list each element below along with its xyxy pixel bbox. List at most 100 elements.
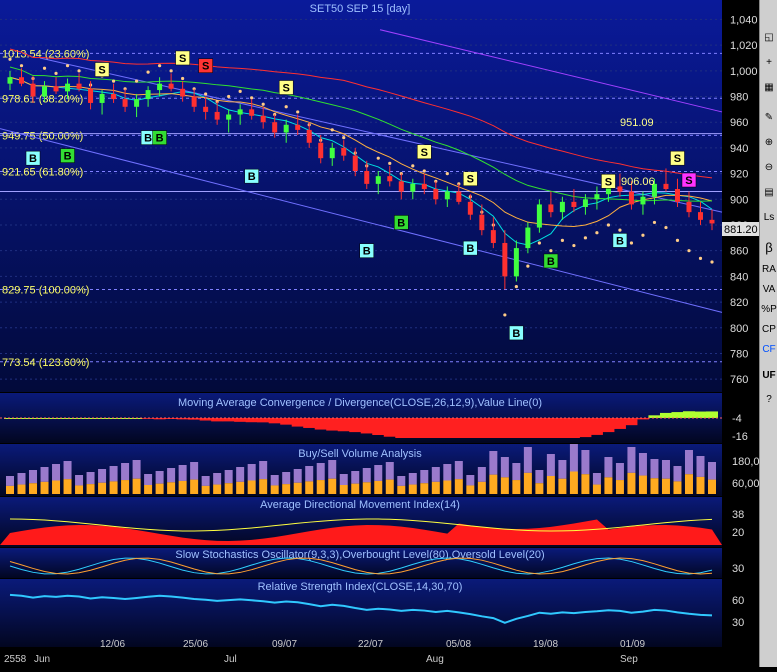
candle-body [65, 83, 71, 92]
toolbar-cf[interactable]: CF [762, 344, 776, 355]
sar-dot [514, 285, 518, 289]
candle-body [364, 171, 370, 184]
signal-label: S [685, 175, 692, 187]
volume-buy [63, 461, 72, 480]
signal-label: B [466, 243, 474, 255]
toolbar-zoom-icon[interactable]: ◱ [764, 32, 774, 43]
volume-buy [523, 447, 532, 473]
adx-tick-0: 38 [732, 509, 744, 521]
toolbar-va[interactable]: VA [762, 284, 776, 295]
toolbar-beta[interactable]: β [765, 240, 773, 255]
candle-body [157, 83, 163, 91]
fib-levels: 1013.54 (23.60%)978.61 (38.20%)949.75 (5… [0, 48, 722, 369]
signal-box [463, 240, 478, 256]
toolbar-bars-icon[interactable]: ▦ [764, 82, 774, 93]
volume-buy [40, 467, 49, 482]
volume-buy [408, 473, 417, 485]
sar-dot [42, 66, 47, 70]
toolbar-pctp[interactable]: %P [761, 304, 777, 315]
sar-dot [134, 79, 139, 83]
volume-sell [627, 472, 636, 494]
macd-bar [625, 418, 638, 426]
volume-buy [650, 459, 659, 479]
candle-body [490, 230, 496, 243]
month-2: Jul [224, 654, 237, 665]
sar-dot [111, 79, 116, 83]
volume-buy [546, 454, 555, 476]
candle-body [525, 227, 531, 249]
signal-box [509, 325, 524, 341]
annotation-0: 951.09 [620, 117, 654, 129]
volume-buy [29, 470, 38, 484]
candle-body [99, 93, 105, 103]
toolbar-chart-icon[interactable]: ▤ [764, 187, 774, 198]
volume-sell [581, 474, 590, 494]
sar-dot [641, 233, 645, 237]
toolbar-ra[interactable]: RA [762, 264, 776, 275]
volume-buy [558, 460, 567, 479]
rsi-tick-0: 60 [732, 595, 744, 607]
volume-sell [431, 481, 440, 494]
signal-s: S [601, 174, 616, 189]
signal-box [394, 215, 409, 230]
toolbar-zoomout-icon[interactable]: ⊖ [764, 162, 774, 173]
candle-body [502, 242, 508, 277]
toolbar-pen-icon[interactable]: ✎ [764, 112, 774, 123]
signal-box [543, 253, 559, 269]
price-tick: 860 [730, 246, 748, 258]
volume-sell [489, 474, 498, 494]
signal-b: B [25, 150, 41, 166]
candle-body [306, 129, 312, 143]
candle-body [145, 90, 151, 100]
volume-buy [684, 450, 693, 475]
volume-buy [316, 463, 325, 481]
volume-buy [282, 472, 291, 485]
macd-bar [349, 418, 362, 433]
toolbar-ls-icon[interactable]: Ls [763, 212, 775, 223]
macd-bar [188, 418, 201, 420]
volume-sell [420, 483, 429, 494]
volume-sell [167, 482, 176, 494]
volume-sell [247, 480, 256, 494]
volume-sell [684, 474, 693, 494]
sar-dot [572, 243, 576, 248]
sar-dot [261, 102, 265, 106]
signal-s: S [278, 80, 294, 95]
candle-body [456, 191, 462, 202]
volume-buy [466, 475, 475, 486]
volume-buy [132, 460, 141, 479]
macd-bar [475, 418, 488, 438]
macd-bar [498, 418, 511, 438]
sar-dot [664, 225, 668, 230]
stoch-panel-bg [0, 548, 722, 578]
volume-sell [144, 485, 153, 494]
candle-body [226, 114, 232, 120]
signal-b: B [60, 148, 75, 163]
volume-buy [52, 464, 61, 481]
signal-s: S [670, 150, 685, 166]
candle-body [295, 124, 301, 130]
sar-dot [687, 249, 691, 253]
signal-b: B [394, 215, 409, 230]
signal-box [681, 172, 697, 188]
volume-buy [167, 468, 176, 483]
toolbar-add-icon[interactable]: + [766, 57, 772, 68]
sar-dot [227, 94, 231, 99]
signal-box [463, 171, 478, 186]
toolbar-cp[interactable]: CP [762, 324, 776, 335]
candle-body [168, 83, 174, 89]
toolbar-uf[interactable]: UF [762, 370, 776, 381]
signal-box [25, 150, 41, 166]
toolbar-help-icon[interactable]: ? [766, 394, 772, 405]
candle-body [605, 186, 611, 195]
signal-box [244, 168, 259, 184]
volume-sell [604, 477, 613, 494]
candle-body [283, 124, 289, 133]
ma-fast [9, 76, 713, 246]
candle-body [709, 219, 715, 224]
volume-buy [305, 466, 314, 482]
signal-label: S [179, 53, 186, 65]
toolbar-zoomin-icon[interactable]: ⊕ [764, 137, 774, 148]
stoch-k [9, 557, 713, 575]
candle-body [421, 183, 427, 190]
